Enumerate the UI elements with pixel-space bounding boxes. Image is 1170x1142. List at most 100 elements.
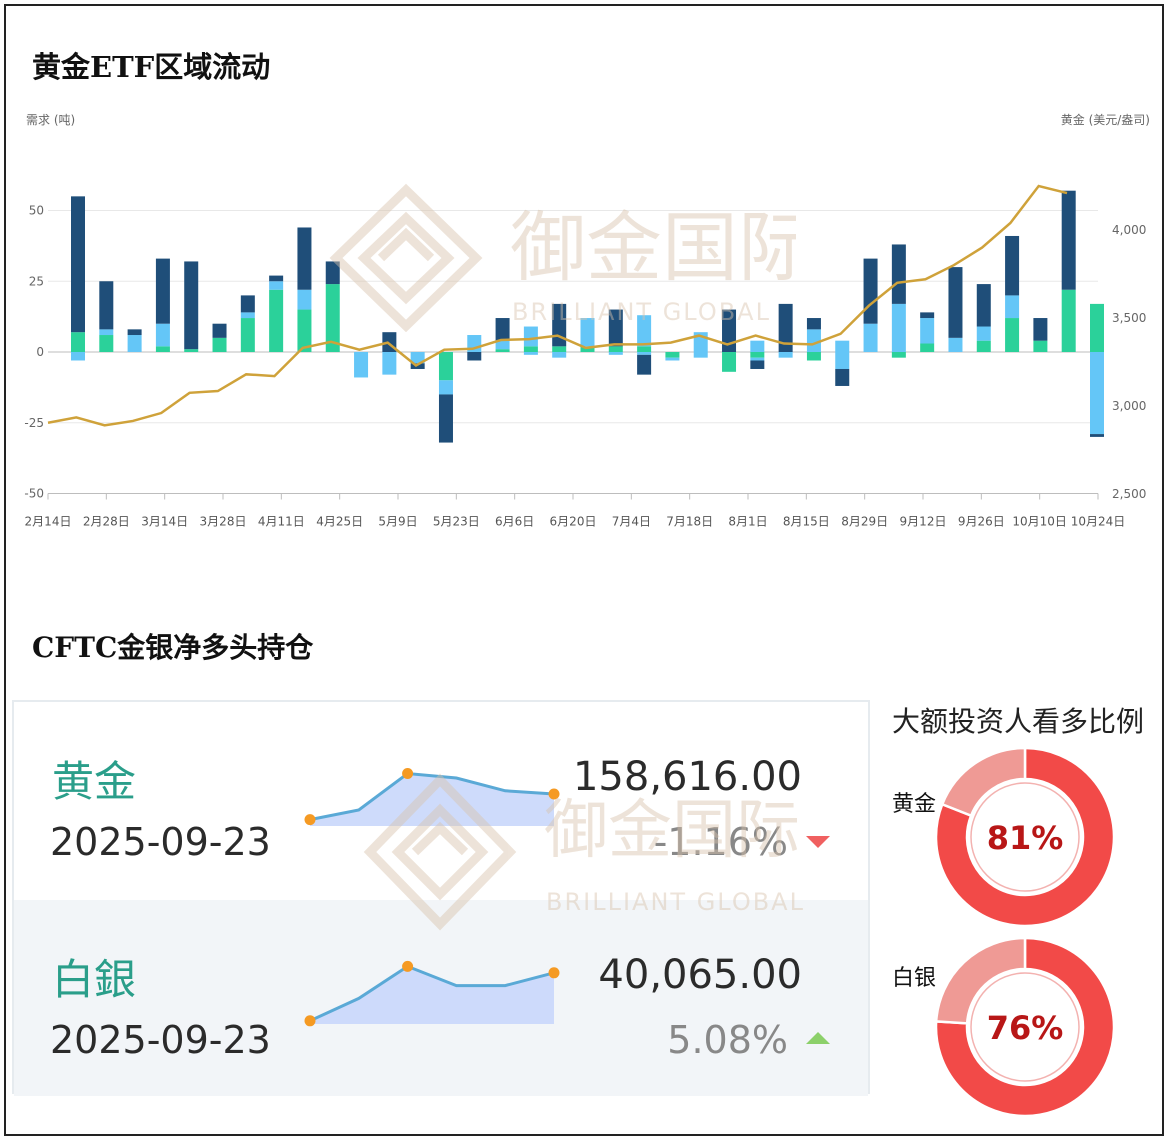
- down-arrow-icon: [806, 836, 830, 848]
- x-tick-label: 10月10日: [1012, 515, 1067, 529]
- left-axis-label: 需求 (吨): [26, 113, 75, 127]
- sparkline-dot: [304, 814, 316, 826]
- sparkline-area: [310, 966, 554, 1024]
- bar-segment: [1061, 190, 1076, 290]
- bar-segment: [1090, 303, 1104, 352]
- bar-segment: [580, 346, 595, 352]
- bar-segment: [608, 309, 623, 347]
- sparkline-line: [309, 771, 555, 822]
- donut-inner-ring: [970, 972, 1080, 1082]
- cftc-section-title: CFTC金银净多头持仓: [32, 631, 314, 664]
- bar-segment: [269, 281, 284, 290]
- bar-segment: [99, 335, 114, 352]
- bar-segment: [580, 318, 595, 347]
- x-tick-label: 10月24日: [1071, 515, 1126, 529]
- bar-segment: [1090, 434, 1104, 437]
- x-tick-label: 9月12日: [900, 515, 947, 529]
- x-tick-label: 4月25日: [316, 515, 363, 529]
- bar-segment: [523, 326, 538, 347]
- bar-segment: [976, 340, 991, 352]
- x-tick-label: 8月1日: [728, 515, 767, 529]
- bar-segment: [891, 244, 906, 304]
- bar-segment: [269, 275, 284, 282]
- right-tick-label: 2,500: [1112, 487, 1146, 501]
- left-tick-label: 25: [29, 274, 44, 288]
- bar-segment: [1090, 352, 1104, 435]
- bar-segment: [354, 352, 369, 378]
- bar-segment: [495, 349, 510, 352]
- donut-slice-long: [934, 746, 1116, 928]
- bar-segment: [127, 329, 142, 336]
- bar-segment: [665, 352, 680, 358]
- bar-segment: [71, 196, 85, 333]
- sparkline-dot: [402, 960, 414, 972]
- sparkline-dot: [402, 768, 414, 780]
- right-tick-label: 3,000: [1112, 399, 1146, 413]
- bar-segment: [71, 352, 85, 361]
- bar-segment: [552, 346, 567, 352]
- bar-segment: [778, 352, 793, 358]
- x-tick-label: 7月18日: [666, 515, 713, 529]
- bar-segment: [155, 258, 170, 324]
- donut-percent-text: 76%: [987, 1009, 1064, 1047]
- donut-slice-long: [934, 936, 1116, 1118]
- bullish-ratio-title: 大额投资人看多比例: [892, 705, 1145, 738]
- bar-segment: [637, 346, 652, 352]
- bar-segment: [240, 318, 255, 352]
- sparkline-area: [310, 773, 554, 826]
- left-tick-label: 0: [36, 345, 44, 359]
- bar-segment: [297, 289, 312, 310]
- bar-segment: [410, 363, 425, 369]
- bar-segment: [750, 340, 765, 352]
- bar-segment: [806, 352, 821, 361]
- x-tick-label: 9月26日: [958, 515, 1005, 529]
- bar-segment: [552, 352, 567, 358]
- etf-flow-chart: 需求 (吨) 黄金 (美元/盎司) 50 25 0 -25 -50 4,000 3,500 3,0…: [24, 112, 1150, 529]
- bar-segment: [325, 284, 340, 352]
- sparkline-dot: [548, 967, 560, 979]
- bar-segment: [750, 357, 765, 361]
- bar-segment: [637, 354, 652, 375]
- bar-segment: [835, 340, 850, 352]
- x-tick-label: 4月11日: [258, 515, 305, 529]
- bar-segment: [438, 352, 453, 381]
- sparkline-dot: [548, 788, 560, 800]
- gold-price-line: [47, 184, 1068, 427]
- bar-segment: [155, 346, 170, 352]
- bar-segment: [976, 326, 991, 341]
- donut-label-silver: 白银: [892, 966, 937, 991]
- bar-segment: [1033, 318, 1048, 341]
- bar-segment: [523, 346, 538, 352]
- bar-segment: [99, 329, 114, 336]
- sparkline-gold: [304, 768, 560, 826]
- bar-segment: [608, 346, 623, 352]
- bar-segment: [212, 323, 227, 338]
- bar-segment: [948, 337, 963, 352]
- x-tick-label: 2月28日: [83, 515, 130, 529]
- bar-segment: [750, 352, 765, 358]
- donut-label-gold: 黄金: [892, 792, 937, 817]
- bar-segment: [806, 329, 821, 352]
- left-tick-label: -25: [24, 416, 44, 430]
- metal-name-silver: 白銀: [52, 955, 137, 1004]
- cftc-row-gold[interactable]: 黄金 2025-09-23 158,616.00 -1.16%: [14, 702, 868, 898]
- bar-segment: [693, 352, 708, 358]
- bar-segment: [863, 258, 878, 324]
- report-date-silver: 2025-09-23: [50, 1018, 271, 1062]
- bar-segment: [750, 360, 765, 369]
- report-date-gold: 2025-09-23: [50, 820, 271, 864]
- left-tick-label: 50: [29, 204, 44, 218]
- x-tick-label: 2月14日: [25, 515, 72, 529]
- bar-segment: [722, 352, 737, 372]
- cftc-row-silver[interactable]: 白銀 2025-09-23 40,065.00 5.08%: [14, 900, 868, 1096]
- bar-segment: [155, 323, 170, 347]
- bar-segment: [495, 318, 510, 341]
- donut-slice-short: [934, 936, 1027, 1025]
- cftc-panel: 黄金 2025-09-23 158,616.00 -1.16% 白銀 2025-…: [12, 700, 870, 1096]
- x-tick-label: 6月20日: [550, 515, 597, 529]
- change-percent-gold: -1.16%: [653, 820, 788, 864]
- bar-segment: [920, 312, 935, 319]
- bar-segment: [212, 337, 227, 352]
- bar-segment: [835, 368, 850, 386]
- bar-segment: [976, 284, 991, 327]
